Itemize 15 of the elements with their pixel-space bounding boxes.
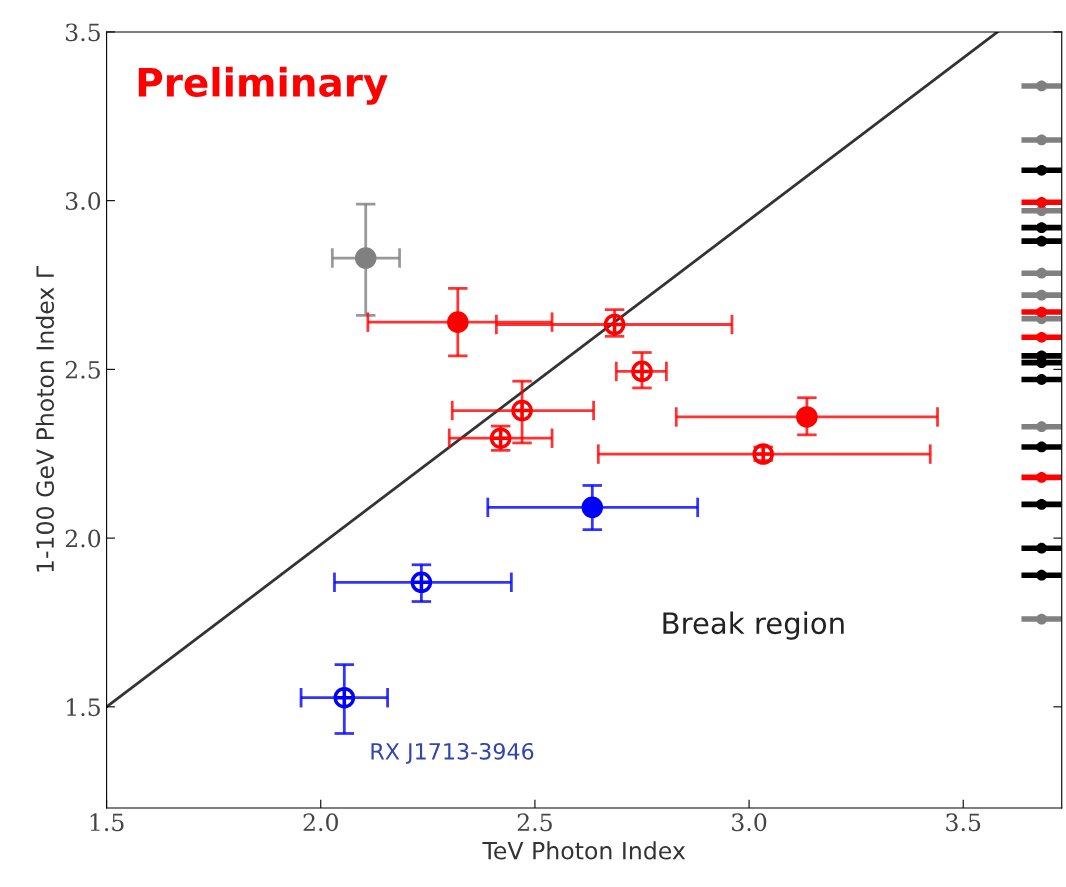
y-tick-label: 3.5: [65, 23, 100, 42]
x-tick-label: 2.5: [517, 813, 552, 832]
annotation: Preliminary: [138, 66, 388, 105]
y-tick-label: 3.0: [65, 192, 101, 210]
y-tick-label: 1.5: [67, 698, 100, 717]
y-tick-label: 2.5: [65, 360, 100, 379]
x-tick-label: 3.5: [946, 813, 981, 832]
x-tick-label: 3.0: [732, 813, 767, 832]
y-axis-title: 1-100 GeV Photon Index Γ: [35, 266, 55, 572]
x-axis-title: TeV Photon Index: [482, 841, 686, 860]
annotation: RX J1713-3946: [371, 742, 534, 764]
x-tick-label: 1.5: [90, 813, 124, 832]
x-tick-label: 2.0: [303, 813, 338, 832]
annotation: Break region: [663, 611, 844, 640]
y-tick-label: 2.0: [65, 529, 101, 548]
